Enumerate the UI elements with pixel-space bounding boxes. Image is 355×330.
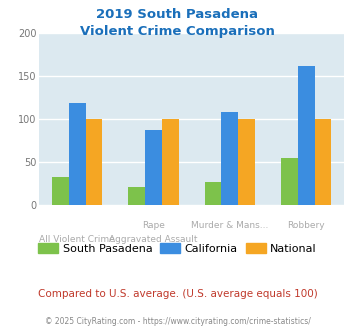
Bar bbox=[162, 119, 179, 205]
Legend: South Pasadena, California, National: South Pasadena, California, National bbox=[34, 239, 321, 258]
Text: Rape: Rape bbox=[142, 221, 165, 230]
Bar bbox=[129, 187, 145, 205]
Bar bbox=[315, 119, 331, 205]
Text: Murder & Mans...: Murder & Mans... bbox=[191, 221, 268, 230]
Text: 2019 South Pasadena: 2019 South Pasadena bbox=[97, 8, 258, 21]
Bar bbox=[86, 119, 102, 205]
Text: Aggravated Assault: Aggravated Assault bbox=[109, 235, 198, 244]
Bar bbox=[238, 119, 255, 205]
Text: Compared to U.S. average. (U.S. average equals 100): Compared to U.S. average. (U.S. average … bbox=[38, 289, 317, 299]
Bar bbox=[205, 182, 222, 205]
Text: Robbery: Robbery bbox=[288, 221, 325, 230]
Bar bbox=[281, 158, 298, 205]
Bar bbox=[145, 130, 162, 205]
Text: All Violent Crime: All Violent Crime bbox=[39, 235, 115, 244]
Bar bbox=[69, 103, 86, 205]
Bar bbox=[52, 177, 69, 205]
Bar bbox=[222, 112, 238, 205]
Bar bbox=[298, 66, 315, 205]
Text: Violent Crime Comparison: Violent Crime Comparison bbox=[80, 25, 275, 38]
Text: © 2025 CityRating.com - https://www.cityrating.com/crime-statistics/: © 2025 CityRating.com - https://www.city… bbox=[45, 317, 310, 326]
